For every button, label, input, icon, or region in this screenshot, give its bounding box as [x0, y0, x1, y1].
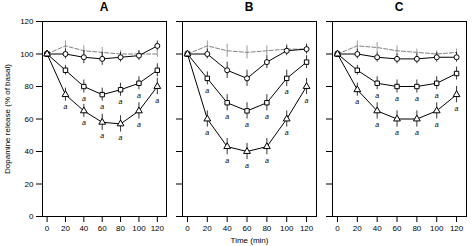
svg-text:100: 100	[132, 224, 146, 233]
svg-text:0: 0	[185, 224, 190, 233]
svg-text:a: a	[355, 98, 359, 105]
svg-text:a: a	[415, 129, 419, 136]
svg-text:a: a	[285, 88, 289, 95]
svg-text:60: 60	[393, 224, 402, 233]
svg-text:a: a	[205, 87, 209, 94]
svg-text:120: 120	[450, 224, 464, 233]
svg-text:0: 0	[335, 224, 340, 233]
svg-text:100: 100	[20, 50, 34, 59]
svg-text:0: 0	[29, 212, 34, 221]
svg-text:a: a	[305, 97, 309, 104]
svg-text:a: a	[435, 92, 439, 99]
svg-text:120: 120	[151, 224, 165, 233]
html-text:B: B	[244, 0, 254, 14]
svg-text:a: a	[245, 121, 249, 128]
html-text:A: A	[99, 0, 109, 14]
svg-text:a: a	[82, 95, 86, 102]
html-text:C: C	[394, 0, 404, 14]
svg-text:80: 80	[412, 224, 421, 233]
svg-text:Dopamine release (% of basal): Dopamine release (% of basal)	[3, 64, 12, 174]
svg-text:a: a	[265, 157, 269, 164]
svg-text:80: 80	[116, 224, 125, 233]
svg-text:a: a	[435, 121, 439, 128]
svg-text:a: a	[225, 157, 229, 164]
svg-text:a: a	[265, 113, 269, 120]
svg-text:a: a	[119, 98, 123, 105]
svg-text:0: 0	[45, 224, 50, 233]
svg-text:a: a	[395, 129, 399, 136]
svg-text:Time (min): Time (min)	[231, 236, 269, 245]
svg-text:40: 40	[223, 224, 232, 233]
svg-text:a: a	[119, 134, 123, 141]
svg-text:a: a	[100, 132, 104, 139]
svg-text:40: 40	[25, 147, 34, 156]
svg-text:a: a	[155, 97, 159, 104]
svg-text:a: a	[395, 95, 399, 102]
svg-text:a: a	[137, 121, 141, 128]
svg-text:20: 20	[353, 224, 362, 233]
svg-text:a: a	[100, 103, 104, 110]
svg-text:100: 100	[430, 224, 444, 233]
svg-text:40: 40	[373, 224, 382, 233]
svg-text:a: a	[285, 129, 289, 136]
svg-text:a: a	[415, 95, 419, 102]
svg-text:60: 60	[98, 224, 107, 233]
svg-text:a: a	[64, 103, 68, 110]
svg-text:20: 20	[61, 224, 70, 233]
svg-text:20: 20	[203, 224, 212, 233]
svg-text:a: a	[375, 121, 379, 128]
svg-text:a: a	[375, 92, 379, 99]
svg-text:20: 20	[25, 180, 34, 189]
svg-text:a: a	[225, 113, 229, 120]
svg-text:60: 60	[25, 115, 34, 124]
svg-text:100: 100	[280, 224, 294, 233]
svg-text:120: 120	[20, 17, 34, 26]
svg-text:a: a	[455, 105, 459, 112]
svg-text:a: a	[205, 129, 209, 136]
svg-text:40: 40	[79, 224, 88, 233]
svg-text:a: a	[245, 162, 249, 169]
svg-text:a: a	[82, 119, 86, 126]
svg-text:80: 80	[25, 82, 34, 91]
svg-text:60: 60	[243, 224, 252, 233]
svg-text:a: a	[137, 92, 141, 99]
svg-text:120: 120	[300, 224, 314, 233]
svg-text:80: 80	[262, 224, 271, 233]
